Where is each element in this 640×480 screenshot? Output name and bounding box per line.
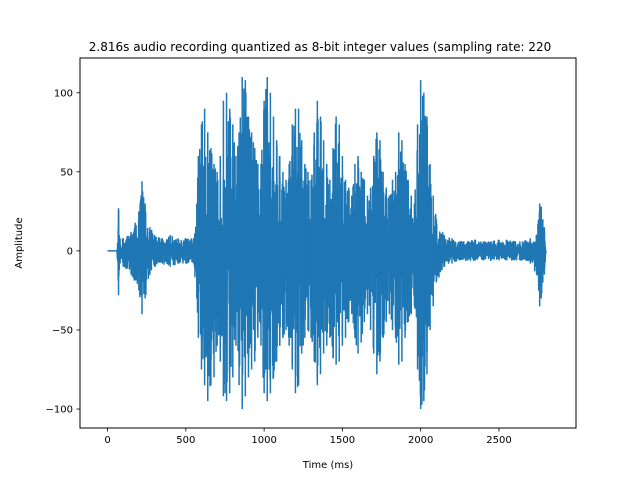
x-tick-label: 2500 — [486, 435, 511, 446]
y-tick-label: 0 — [67, 246, 73, 257]
x-axis: 0 500 1000 1500 2000 2500 — [104, 428, 512, 446]
plot-area — [107, 76, 547, 410]
chart-title: 2.816s audio recording quantized as 8-bi… — [89, 40, 551, 54]
x-axis-label: Time (ms) — [302, 460, 354, 471]
x-tick-label: 500 — [176, 435, 195, 446]
x-tick-label: 0 — [104, 435, 110, 446]
x-tick-label: 1500 — [330, 435, 355, 446]
y-tick-label: 50 — [60, 167, 73, 178]
y-tick-label: −100 — [46, 405, 73, 416]
y-tick-label: −50 — [52, 325, 73, 336]
x-tick-label: 1000 — [251, 435, 276, 446]
y-axis-label: Amplitude — [14, 217, 25, 268]
y-axis: −100 −50 0 50 100 — [46, 88, 80, 416]
y-tick-label: 100 — [54, 88, 73, 99]
plot-frame — [79, 57, 577, 429]
x-tick-label: 2000 — [408, 435, 433, 446]
